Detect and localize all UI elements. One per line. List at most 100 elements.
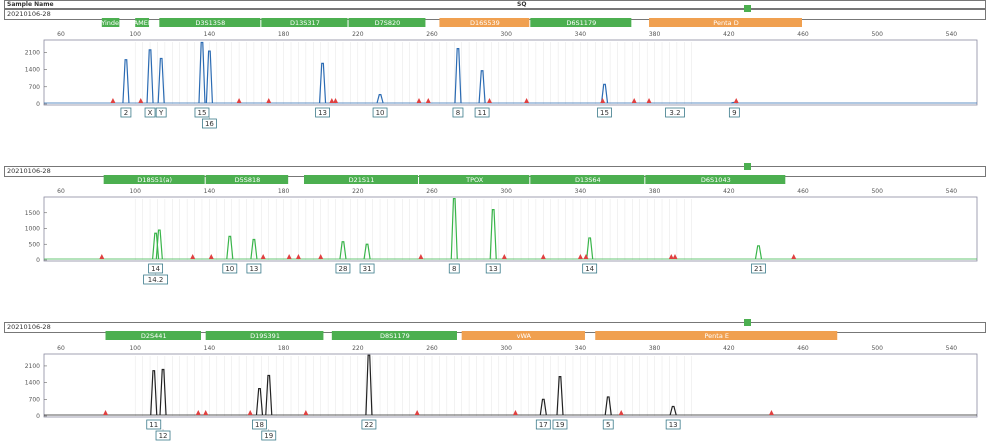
x-tick-label: 220	[352, 188, 364, 195]
peak-6	[318, 62, 327, 104]
allele-call-1: 2	[124, 109, 128, 117]
allele-call-6: 31	[363, 265, 372, 273]
artifact-marker	[333, 98, 339, 103]
x-tick-label: 260	[426, 345, 438, 352]
marker-label-4: D13S317	[290, 19, 320, 27]
peak-2	[155, 229, 163, 260]
marker-bar-6	[439, 18, 530, 27]
allele-box	[485, 263, 501, 274]
allele-call-4: 19	[264, 432, 273, 440]
allele-call-2: 14.2	[148, 276, 164, 284]
x-tick-label: 180	[278, 31, 290, 38]
marker-bar-6	[645, 175, 786, 184]
y-tick-label: 2100	[25, 363, 40, 370]
marker-bar-4	[261, 18, 348, 27]
artifact-marker	[329, 98, 335, 103]
marker-label-2: D5S818	[235, 176, 261, 184]
allele-box	[252, 419, 267, 430]
artifact-marker	[791, 254, 797, 259]
x-tick-label: 260	[426, 188, 438, 195]
artifact-marker	[487, 98, 493, 103]
marker-bar-1	[103, 175, 205, 184]
peak-7	[556, 376, 564, 416]
x-tick-label: 60	[57, 188, 65, 195]
peak-7	[376, 94, 384, 104]
artifact-marker	[318, 254, 324, 259]
x-tick-label: 300	[500, 345, 512, 352]
x-tick-label: 420	[723, 188, 735, 195]
peak-4	[250, 238, 258, 260]
marker-label-1: D2S441	[141, 332, 167, 340]
x-tick-label: 140	[204, 188, 216, 195]
allele-call-8: 13	[489, 265, 498, 273]
x-tick-label: 340	[575, 345, 587, 352]
allele-call-11: 3.2	[669, 109, 680, 117]
artifact-marker	[646, 98, 652, 103]
allele-box	[535, 419, 551, 430]
x-tick-label: 100	[129, 31, 141, 38]
artifact-marker	[672, 254, 678, 259]
artifact-marker	[260, 254, 266, 259]
peak-5	[339, 241, 347, 260]
marker-bar-2	[205, 331, 324, 340]
marker-label-6: D6S1043	[701, 176, 731, 184]
x-tick-label: 300	[500, 188, 512, 195]
peak-1	[122, 59, 130, 104]
artifact-marker	[631, 98, 637, 103]
marker-bar-3	[331, 331, 457, 340]
artifact-marker	[303, 410, 309, 415]
peak-4	[198, 41, 206, 104]
artifact-marker	[425, 98, 431, 103]
panel-3-status-square	[744, 319, 751, 326]
y-tick-label: 1400	[25, 67, 40, 74]
marker-label-1: D18S51(a)	[137, 176, 172, 184]
artifact-marker	[414, 410, 420, 415]
peak-8	[454, 48, 462, 104]
x-tick-label: 180	[278, 188, 290, 195]
peak-10	[600, 83, 609, 104]
allele-box	[728, 107, 740, 118]
allele-box	[246, 263, 262, 274]
allele-call-7: 10	[376, 109, 385, 117]
peak-6	[363, 243, 371, 260]
artifact-marker	[524, 98, 530, 103]
artifact-marker	[501, 254, 507, 259]
artifact-marker	[733, 98, 739, 103]
allele-box	[448, 263, 460, 274]
marker-bar-2	[205, 175, 289, 184]
panel-2-status-square	[744, 163, 751, 170]
x-tick-label: 100	[129, 345, 141, 352]
x-tick-label: 540	[946, 188, 958, 195]
allele-box	[155, 430, 171, 441]
artifact-marker	[110, 98, 116, 103]
sample-header-row: Sample Name SQ	[4, 0, 986, 9]
artifact-marker	[418, 254, 424, 259]
allele-call-2: X	[148, 109, 153, 117]
x-tick-label: 540	[946, 345, 958, 352]
marker-label-5: D13S64	[575, 176, 601, 184]
allele-box	[361, 419, 377, 430]
marker-bar-5	[348, 18, 426, 27]
artifact-marker	[138, 98, 144, 103]
allele-call-1: 11	[149, 421, 158, 429]
allele-call-7: 8	[452, 265, 456, 273]
x-tick-label: 340	[575, 188, 587, 195]
peak-2	[159, 368, 167, 416]
allele-call-8: 5	[606, 421, 610, 429]
y-tick-label: 700	[29, 84, 41, 91]
allele-box	[452, 107, 464, 118]
y-tick-label: 1400	[25, 380, 40, 387]
x-tick-label: 460	[797, 345, 809, 352]
allele-box	[665, 107, 685, 118]
allele-box	[261, 430, 277, 441]
marker-label-4: vWA	[517, 332, 532, 340]
x-tick-label: 420	[723, 345, 735, 352]
allele-call-1: 14	[151, 265, 160, 273]
marker-bar-7	[530, 18, 632, 27]
peak-3	[255, 387, 264, 416]
artifact-marker	[247, 410, 253, 415]
artifact-marker	[266, 98, 272, 103]
allele-call-10: 21	[754, 265, 763, 273]
x-tick-label: 140	[204, 345, 216, 352]
